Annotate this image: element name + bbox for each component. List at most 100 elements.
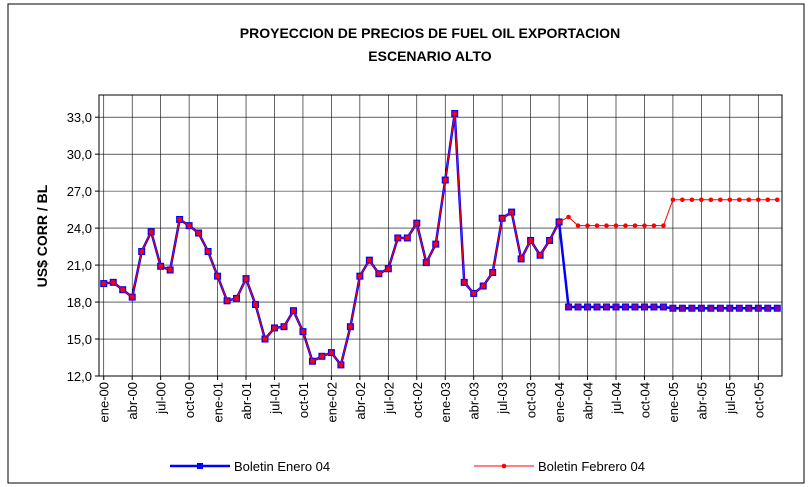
chart-title: PROYECCION DE PRECIOS DE FUEL OIL EXPORT… xyxy=(240,25,620,41)
point xyxy=(253,302,258,307)
point xyxy=(612,303,620,311)
point xyxy=(461,280,467,285)
point xyxy=(120,287,126,293)
point xyxy=(329,350,334,355)
y-tick-label: 27,0 xyxy=(67,184,92,199)
x-tick-label: ene-02 xyxy=(324,382,339,422)
y-tick-label: 24,0 xyxy=(67,221,92,236)
point xyxy=(376,271,382,277)
point xyxy=(631,303,639,311)
point xyxy=(575,223,581,228)
y-tick-label: 33,0 xyxy=(67,110,92,125)
point xyxy=(661,223,666,228)
point xyxy=(386,266,391,272)
point xyxy=(574,303,582,311)
point xyxy=(603,303,611,311)
point xyxy=(726,304,734,312)
point xyxy=(262,336,268,342)
series-line xyxy=(103,113,778,367)
point xyxy=(395,235,401,241)
y-tick-label: 21,0 xyxy=(67,258,92,273)
x-tick-label: abr-03 xyxy=(467,382,482,420)
point xyxy=(697,304,705,312)
point xyxy=(593,303,601,311)
x-tick-label: ene-05 xyxy=(666,382,681,422)
point xyxy=(452,111,458,116)
point xyxy=(670,197,676,203)
point xyxy=(727,197,733,203)
x-tick-label: abr-02 xyxy=(353,382,368,420)
point xyxy=(499,215,505,221)
point xyxy=(272,325,277,331)
point xyxy=(774,197,780,203)
point xyxy=(718,197,723,203)
point xyxy=(177,217,182,222)
x-tick-label: oct-05 xyxy=(751,382,766,418)
point xyxy=(680,197,685,203)
point xyxy=(205,249,211,254)
point xyxy=(650,303,658,311)
point xyxy=(556,219,562,225)
point xyxy=(404,235,410,241)
point xyxy=(651,223,657,228)
x-tick-label: jul-03 xyxy=(495,382,510,415)
point xyxy=(158,264,163,269)
point xyxy=(735,304,743,312)
legend-label: Boletin Enero 04 xyxy=(234,459,330,474)
x-tick-label: abr-01 xyxy=(239,382,254,420)
point xyxy=(433,241,439,247)
point xyxy=(537,252,543,258)
point xyxy=(186,223,192,228)
point xyxy=(621,303,629,311)
point xyxy=(632,223,638,228)
point xyxy=(423,260,429,265)
point xyxy=(215,273,220,279)
y-axis-label: US$ CORR / BL xyxy=(34,184,50,287)
x-tick-label: oct-03 xyxy=(524,382,539,418)
x-tick-label: jul-02 xyxy=(381,382,396,415)
x-tick-label: ene-04 xyxy=(552,382,567,422)
chart-subtitle: ESCENARIO ALTO xyxy=(368,48,492,64)
point xyxy=(754,304,762,312)
point xyxy=(348,324,353,330)
point xyxy=(148,229,154,235)
point xyxy=(367,257,372,263)
x-tick-label: jul-04 xyxy=(609,382,624,415)
point xyxy=(310,358,315,364)
point xyxy=(765,197,771,203)
point xyxy=(509,209,514,215)
point xyxy=(224,298,230,304)
point xyxy=(594,223,600,228)
point xyxy=(565,303,573,311)
point xyxy=(291,308,296,313)
point xyxy=(737,197,742,203)
x-tick-label: ene-01 xyxy=(211,382,226,422)
point xyxy=(414,220,420,226)
point xyxy=(745,304,753,312)
point xyxy=(585,223,590,228)
point xyxy=(688,304,696,312)
y-tick-label: 12,0 xyxy=(67,369,92,384)
point xyxy=(528,238,533,243)
point xyxy=(547,238,552,243)
point xyxy=(101,281,107,286)
legend-label: Boletin Febrero 04 xyxy=(538,459,645,474)
point xyxy=(300,329,306,334)
point xyxy=(708,197,714,203)
point xyxy=(707,304,715,312)
point xyxy=(604,223,609,228)
point xyxy=(623,223,628,228)
point xyxy=(699,197,704,203)
x-tick-label: oct-02 xyxy=(410,382,425,418)
x-tick-label: abr-04 xyxy=(581,382,596,420)
point xyxy=(471,291,477,296)
point xyxy=(689,197,695,203)
point xyxy=(659,303,667,311)
x-tick-label: ene-03 xyxy=(438,382,453,422)
legend-marker xyxy=(501,463,507,469)
point xyxy=(716,304,724,312)
point xyxy=(129,294,135,300)
point xyxy=(243,276,249,281)
point xyxy=(281,324,287,330)
